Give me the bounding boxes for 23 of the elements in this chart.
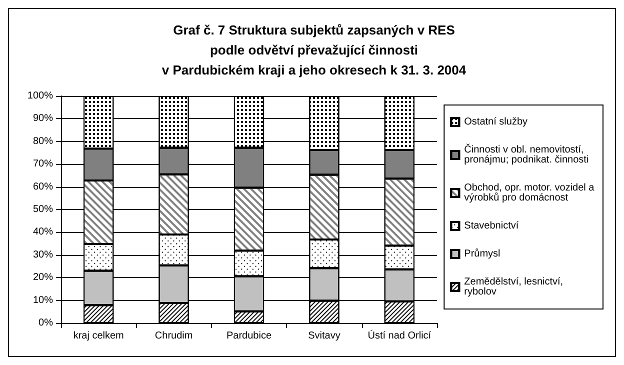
x-tick-label: Ústí nad Orlicí	[368, 330, 432, 342]
y-tick-label: 80%	[32, 136, 54, 147]
y-tick-label: 90%	[32, 113, 54, 124]
chart-title: Graf č. 7 Struktura subjektů zapsaných v RES podle odvětví převažující činnosti v Pardubickém kraji a jeho okresech k 31. 3. 2004	[162, 22, 467, 78]
legend-label: Stavebnictví	[464, 220, 519, 232]
y-tick-label: 70%	[32, 158, 54, 170]
y-tick-label: 30%	[32, 249, 54, 260]
x-tick-label: kraj celkem	[73, 330, 124, 342]
x-tick-label: Pardubice	[226, 330, 272, 342]
x-tick-label: Svitavy	[308, 330, 340, 342]
y-tick-label: 20%	[32, 272, 54, 284]
legend-label: Zemědělství, lesnictví, rybolov	[464, 276, 566, 298]
y-tick-label: 10%	[32, 294, 54, 306]
x-tick-label: Chrudim	[154, 330, 193, 342]
y-tick-label: 50%	[32, 204, 54, 215]
legend-label: Ostatní služby	[464, 116, 528, 128]
legend-label: Obchod, opr. motor. vozidel a výrobků pro domácnost	[464, 182, 598, 204]
y-tick-label: 100%	[27, 90, 54, 102]
y-tick-label: 40%	[32, 226, 54, 238]
y-tick-label: 60%	[32, 181, 54, 192]
y-tick-label: 0%	[38, 318, 54, 328]
legend-label: Průmysl	[464, 248, 500, 260]
legend-label: Činnosti v obl. nemovitostí, pronájmu; podnikat. činnosti	[464, 144, 589, 166]
